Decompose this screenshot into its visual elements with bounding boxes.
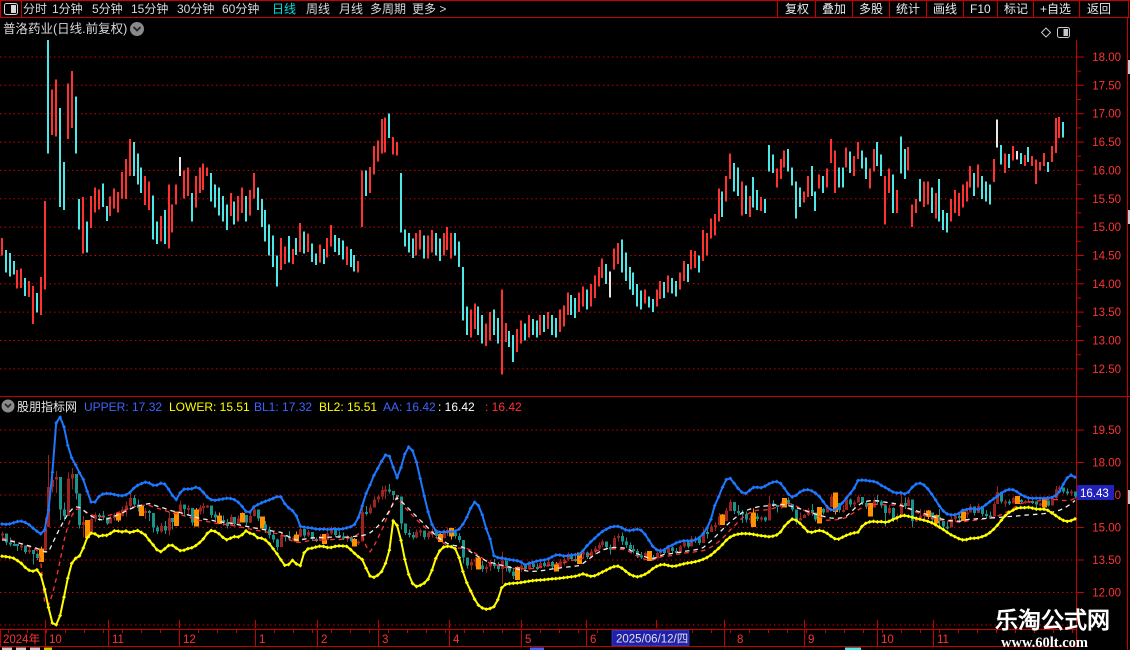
svg-text:1: 1 xyxy=(259,634,265,646)
svg-text:16.43: 16.43 xyxy=(1080,488,1109,500)
svg-text:F10: F10 xyxy=(970,2,991,16)
svg-text:12.50: 12.50 xyxy=(1092,364,1121,376)
svg-text:复权: 复权 xyxy=(785,2,809,16)
svg-text:: 16.42: : 16.42 xyxy=(485,400,522,414)
svg-text:13.50: 13.50 xyxy=(1092,555,1121,567)
svg-text:14.00: 14.00 xyxy=(1092,279,1121,291)
svg-text:9: 9 xyxy=(808,634,814,646)
svg-text:15.50: 15.50 xyxy=(1092,194,1121,206)
svg-text:标记: 标记 xyxy=(1004,2,1028,16)
svg-text:2024年: 2024年 xyxy=(3,632,40,646)
svg-text:AA: 16.42: AA: 16.42 xyxy=(383,400,436,414)
svg-text:4: 4 xyxy=(453,634,460,646)
svg-text:8: 8 xyxy=(737,634,743,646)
svg-text:叠加: 叠加 xyxy=(822,2,846,16)
svg-text:10: 10 xyxy=(49,634,62,646)
svg-text:17.50: 17.50 xyxy=(1092,80,1121,92)
svg-text:15分钟: 15分钟 xyxy=(131,1,168,16)
svg-text:11: 11 xyxy=(937,634,949,646)
svg-text:普洛药业(日线.前复权): 普洛药业(日线.前复权) xyxy=(3,21,127,36)
svg-text:6: 6 xyxy=(590,634,596,646)
svg-text:30分钟: 30分钟 xyxy=(177,1,214,16)
svg-text:13.00: 13.00 xyxy=(1092,336,1121,348)
svg-text:16.50: 16.50 xyxy=(1092,137,1121,149)
svg-text:19.50: 19.50 xyxy=(1092,425,1121,437)
svg-text:2: 2 xyxy=(321,634,327,646)
svg-text:14.50: 14.50 xyxy=(1092,251,1121,263)
svg-text:分时: 分时 xyxy=(23,2,47,16)
svg-text:12.00: 12.00 xyxy=(1092,588,1121,600)
svg-text:www.60lt.com: www.60lt.com xyxy=(1001,635,1088,650)
svg-text:15.00: 15.00 xyxy=(1092,222,1121,234)
svg-text:日线: 日线 xyxy=(272,2,296,16)
svg-text:多股: 多股 xyxy=(859,2,883,16)
svg-text:18.00: 18.00 xyxy=(1092,52,1121,64)
svg-text:18.00: 18.00 xyxy=(1092,458,1121,470)
svg-text:BL2: 15.51: BL2: 15.51 xyxy=(319,400,377,414)
svg-text:多周期: 多周期 xyxy=(370,2,406,16)
svg-text:乐淘公式网: 乐淘公式网 xyxy=(995,607,1110,633)
svg-text:15.00: 15.00 xyxy=(1092,523,1121,535)
svg-text:16.00: 16.00 xyxy=(1092,165,1121,177)
svg-text:10: 10 xyxy=(881,634,894,646)
svg-text:更多 >: 更多 > xyxy=(412,2,446,16)
svg-text:5: 5 xyxy=(525,634,531,646)
svg-text:统计: 统计 xyxy=(896,2,920,16)
svg-text:1分钟: 1分钟 xyxy=(52,1,83,16)
svg-text:BL1: 17.32: BL1: 17.32 xyxy=(254,400,312,414)
svg-text:股朋指标网: 股朋指标网 xyxy=(17,399,77,414)
svg-text:12: 12 xyxy=(183,634,196,646)
svg-text:周线: 周线 xyxy=(306,2,330,16)
svg-text:13.50: 13.50 xyxy=(1092,307,1121,319)
svg-text:60分钟: 60分钟 xyxy=(222,1,259,16)
svg-text:+自选: +自选 xyxy=(1040,2,1071,16)
svg-text:UPPER: 17.32: UPPER: 17.32 xyxy=(84,400,162,414)
svg-text:3: 3 xyxy=(382,634,388,646)
svg-text:11: 11 xyxy=(112,634,124,646)
svg-text:画线: 画线 xyxy=(933,2,957,16)
svg-text:: 16.42: : 16.42 xyxy=(438,400,475,414)
svg-text:5分钟: 5分钟 xyxy=(92,1,123,16)
svg-text:2025/06/12/四: 2025/06/12/四 xyxy=(616,634,688,646)
svg-text:17.00: 17.00 xyxy=(1092,109,1121,121)
svg-text:LOWER: 15.51: LOWER: 15.51 xyxy=(169,400,250,414)
svg-text:月线: 月线 xyxy=(339,2,363,16)
svg-text:返回: 返回 xyxy=(1087,2,1111,16)
